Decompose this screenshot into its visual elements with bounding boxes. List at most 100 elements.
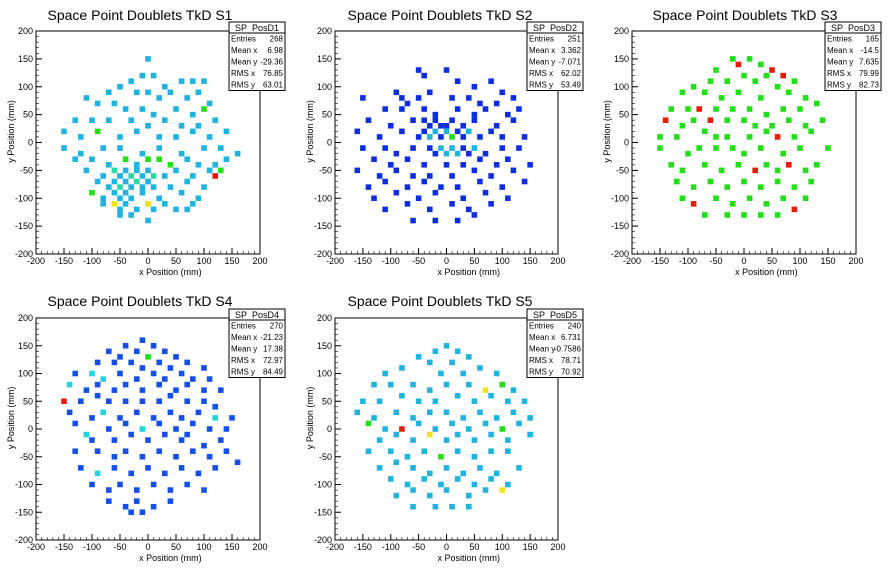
data-bin: [139, 509, 146, 516]
data-bin: [488, 392, 494, 399]
data-bin: [399, 106, 405, 112]
y-tick-label: 50: [23, 110, 33, 120]
data-bin: [477, 178, 483, 185]
data-bin: [234, 150, 241, 157]
data-bin: [139, 398, 146, 405]
data-bin: [365, 448, 372, 454]
chart-panel-2: Space Point Doublets TkD S2-200 -150 -100-…: [305, 7, 584, 277]
y-tick-label: 0: [28, 424, 33, 434]
x-tick-label: 50: [171, 256, 181, 266]
data-bin: [195, 409, 202, 416]
data-bin: [471, 117, 478, 123]
data-bin: [421, 72, 427, 79]
data-bin: [758, 212, 764, 218]
data-bin: [72, 420, 78, 427]
x-tick-label: -100: [382, 256, 400, 266]
chart-panel-4: Space Point Doublets TkD S4-200 -150 -100-…: [6, 293, 286, 563]
stats-value: 7.635: [859, 58, 880, 67]
data-bin: [111, 167, 118, 174]
y-tick-label: -200: [15, 249, 33, 259]
data-bin: [106, 498, 112, 504]
data-bin: [724, 134, 730, 140]
data-bin: [139, 387, 146, 393]
data-bin: [679, 195, 686, 202]
data-bin: [404, 184, 411, 190]
y-tick-label: -150: [15, 221, 33, 231]
data-bin: [758, 145, 764, 151]
data-bin: [454, 128, 461, 135]
data-bin: [184, 206, 190, 213]
data-bin: [78, 465, 84, 471]
data-bin: [156, 420, 162, 427]
data-bin: [432, 117, 439, 123]
data-bin: [128, 359, 134, 366]
x-tick-label: 0: [741, 256, 746, 266]
data-bin: [432, 503, 439, 510]
data-bin: [488, 173, 494, 179]
data-bin: [89, 117, 95, 123]
data-bin: [746, 56, 753, 62]
data-bin: [111, 178, 118, 185]
data-bin: [190, 128, 196, 135]
data-bin: [685, 150, 691, 157]
y-tick-label: -100: [314, 480, 332, 490]
data-bin: [376, 134, 383, 140]
y-tick-label: 0: [28, 138, 33, 148]
data-bin: [510, 95, 517, 101]
data-bin: [758, 61, 764, 68]
data-bin: [139, 72, 146, 79]
data-bin: [117, 145, 123, 151]
data-bin: [752, 78, 758, 84]
data-bin: [493, 100, 500, 107]
data-bin: [454, 150, 461, 157]
stats-key: Mean x: [231, 46, 257, 55]
data-bin: [421, 106, 427, 112]
data-bin: [72, 448, 78, 454]
data-bin: [780, 195, 786, 202]
data-bin: [432, 398, 439, 405]
data-bin: [746, 106, 753, 112]
data-bin: [443, 381, 450, 388]
stats-value: 82.73: [859, 81, 880, 90]
data-bin: [685, 106, 691, 112]
data-bin: [134, 128, 140, 135]
data-bin: [223, 156, 230, 163]
stats-key: RMS x: [529, 69, 553, 78]
stats-key: Entries: [231, 35, 256, 44]
data-bin: [162, 470, 168, 477]
data-bin: [206, 426, 213, 432]
data-bin: [111, 387, 118, 393]
data-bin: [454, 217, 461, 224]
data-bin: [466, 503, 472, 510]
data-bin: [173, 387, 179, 393]
data-bin: [505, 156, 511, 163]
x-tick-label: 150: [820, 256, 835, 266]
data-bin: [426, 89, 433, 96]
data-bin: [471, 111, 478, 118]
data-bin: [156, 195, 162, 202]
data-bin: [657, 145, 663, 151]
data-bin: [471, 453, 478, 460]
data-bin: [212, 415, 218, 421]
data-bin: [190, 420, 196, 427]
stats-value: 78.71: [561, 356, 582, 365]
data-bin: [438, 145, 444, 151]
y-axis-label: y Position (mm): [305, 387, 315, 450]
data-bin: [415, 354, 422, 360]
data-bin: [106, 117, 112, 123]
y-tick-label: -200: [314, 535, 332, 545]
data-bin: [393, 431, 400, 438]
stats-key: Mean x: [529, 333, 555, 342]
data-bin: [443, 162, 450, 168]
data-bin: [510, 117, 517, 123]
data-bin: [150, 72, 157, 79]
data-bin: [122, 178, 129, 185]
data-bin: [696, 106, 702, 112]
data-bin: [78, 150, 84, 157]
data-bin: [66, 381, 73, 388]
data-bin: [218, 387, 224, 393]
x-tick-label: -50: [412, 542, 425, 552]
data-bin: [94, 100, 101, 107]
data-bin: [218, 167, 224, 174]
data-bin: [162, 83, 168, 90]
